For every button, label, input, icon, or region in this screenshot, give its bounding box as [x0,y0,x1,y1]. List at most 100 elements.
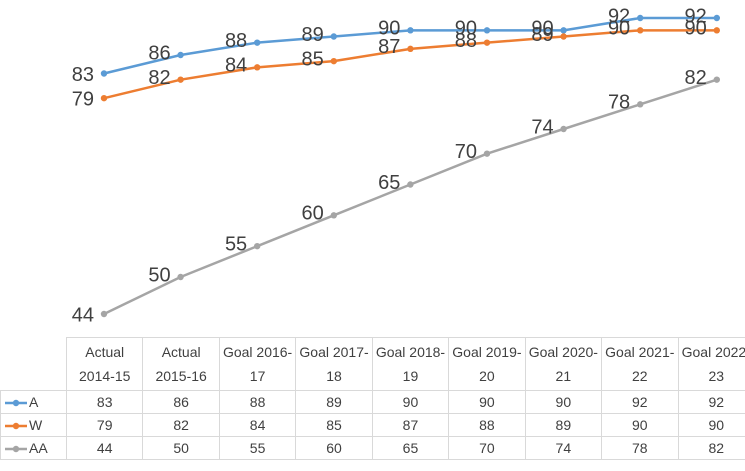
data-label: 90 [608,18,630,40]
value-cell: 90 [601,413,679,437]
data-point [330,212,337,219]
category-cell: Goal 2017-18 [295,337,373,391]
value-cell: 89 [524,413,603,437]
data-label: 88 [225,30,247,52]
data-label: 86 [148,42,170,64]
series-line [103,29,717,100]
data-label: 50 [148,264,170,286]
data-point [637,14,644,22]
table-row: A 83 86 88 89 90 90 90 92 92 [0,390,745,414]
value-cell: 85 [295,413,373,437]
data-label: 90 [531,18,553,40]
value-cell: 50 [142,436,220,460]
value-cell: 84 [218,413,297,437]
value-cell: 92 [601,390,679,414]
table-header-row: Actual 2014-15 Actual 2015-16 Goal 2016-17… [0,337,745,391]
value-cell: 90 [371,390,450,414]
value-cell: 90 [448,390,526,414]
data-point [100,70,108,77]
data-point [483,39,491,46]
category-cell: Goal 2021-22 [601,337,679,391]
data-point [177,273,184,281]
data-label: 88 [455,30,477,52]
legend-dot [12,446,20,453]
data-point [330,33,337,40]
value-cell: 92 [677,390,745,414]
value-cell: 90 [677,413,745,437]
value-cell: 79 [65,413,144,437]
value-cell: 74 [524,436,603,460]
table-row: W 79 82 84 85 87 88 89 90 90 [0,413,745,437]
data-point [713,27,720,34]
value-cell: 86 [142,390,220,414]
value-cell: 82 [142,413,220,437]
data-point [560,125,567,133]
legend-label: A [29,394,39,410]
data-point [483,27,491,34]
data-point [560,27,567,34]
data-point [713,14,720,22]
value-cell: 44 [65,436,144,460]
data-label: 84 [225,55,247,77]
legend-label: W [29,417,43,433]
data-label: 85 [302,48,324,70]
value-cell: 89 [295,390,373,414]
value-cell: 88 [218,390,297,414]
category-cell: Actual 2015-16 [142,337,220,391]
data-label: 89 [531,24,553,46]
data-point [177,51,184,59]
data-point [330,57,337,65]
data-point [100,310,108,318]
data-label: 55 [225,233,247,255]
legend-label: AA [29,440,48,456]
data-point [254,39,261,46]
data-label: 89 [302,24,324,46]
data-label: 87 [378,36,400,58]
data-point [177,76,184,83]
data-point [637,27,644,34]
legend-icon [5,446,27,453]
legend-dot [12,423,20,430]
value-cell: 90 [524,390,603,414]
legend-dot [12,400,20,407]
data-label: 90 [685,18,707,40]
table-row: AA 44 50 55 60 65 70 74 78 82 [0,436,745,460]
category-cell: Goal 2019-20 [448,337,526,391]
category-cell: Goal 2018-19 [371,337,450,391]
value-cell: 60 [295,436,373,460]
value-cell: 78 [601,436,679,460]
data-point [407,181,414,188]
value-cell: 88 [448,413,526,437]
legend-icon [5,423,27,430]
data-label: 78 [608,92,630,114]
data-label: 82 [148,67,170,89]
data-point [637,101,644,108]
series-line [103,78,718,316]
legend-cell: A [0,390,67,414]
data-table: Actual 2014-15 Actual 2015-16 Goal 2016-17… [0,337,745,460]
category-cell: Goal 2022-23 [677,337,745,391]
data-label: 92 [685,5,707,27]
legend-icon [5,400,27,407]
legend-cell: AA [0,436,67,460]
legend-cell: W [0,413,67,437]
category-cell: Actual 2014-15 [65,337,144,391]
data-label: 82 [685,67,707,89]
data-label: 83 [72,64,94,86]
data-point [407,27,414,34]
value-cell: 70 [448,436,526,460]
data-label: 70 [455,141,477,163]
value-cell: 87 [371,413,450,437]
category-cell: Goal 2016-17 [218,337,297,391]
data-point [483,150,491,157]
data-label: 90 [455,18,477,40]
corner-cell [0,337,67,391]
data-point [254,242,261,250]
data-point [254,64,261,71]
data-label: 92 [608,5,630,27]
data-label: 90 [378,18,400,40]
data-label: 74 [531,116,553,138]
data-label: 60 [302,203,324,225]
